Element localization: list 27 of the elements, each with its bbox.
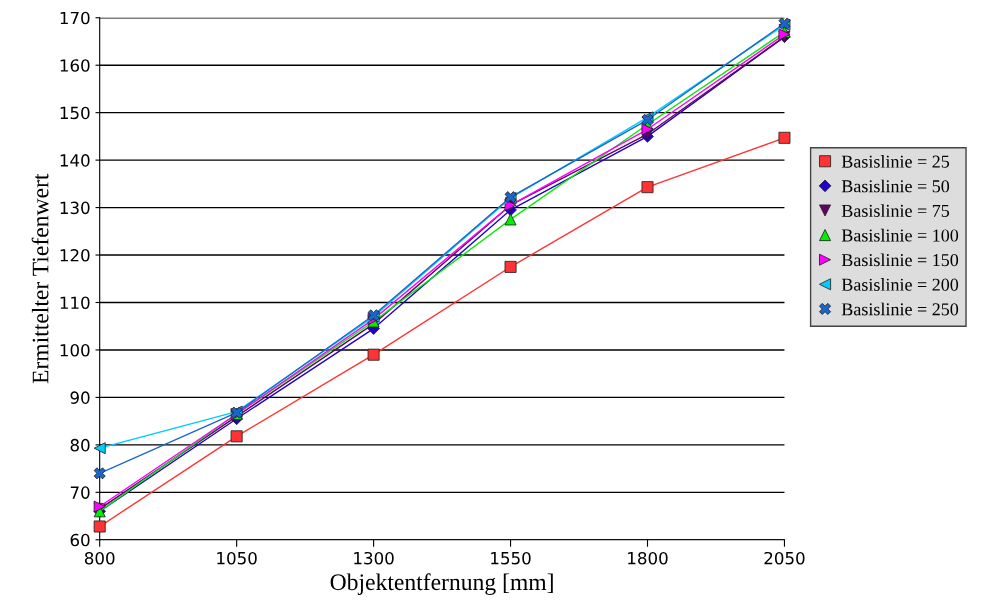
x-tick-label: 1050 — [217, 551, 257, 565]
x-tick-label: 1300 — [354, 551, 394, 565]
legend-label: Basislinie = 25 — [841, 155, 950, 168]
legend-label: Basislinie = 100 — [841, 228, 959, 242]
legend-label: Basislinie = 250 — [841, 302, 959, 316]
x-tick-label: 1550 — [491, 551, 531, 565]
y-tick-label: 130 — [60, 201, 90, 215]
y-tick-label: 150 — [60, 106, 90, 120]
y-axis-title: Ermittelter Tiefenwert — [31, 173, 49, 384]
y-tick-label: 100 — [60, 343, 90, 357]
legend-label: Basislinie = 150 — [841, 253, 959, 267]
legend-label: Basislinie = 75 — [841, 204, 950, 217]
y-tick-label: 80 — [70, 438, 90, 452]
x-axis-title: Objektentfernung [mm] — [330, 573, 553, 595]
y-tick-label: 120 — [60, 249, 90, 262]
y-tick-label: 170 — [60, 11, 90, 25]
y-tick-label: 60 — [70, 533, 90, 547]
y-tick-label: 110 — [60, 296, 90, 310]
y-tick-label: 70 — [70, 486, 90, 499]
x-tick-label: 1800 — [628, 551, 668, 565]
x-tick-label: 800 — [84, 551, 115, 565]
y-tick-label: 160 — [60, 59, 90, 72]
legend-label: Basislinie = 50 — [841, 179, 950, 193]
x-tick-label: 2050 — [764, 551, 805, 565]
y-tick-label: 140 — [60, 154, 90, 167]
legend-label: Basislinie = 200 — [841, 278, 959, 291]
y-tick-label: 90 — [70, 391, 90, 404]
